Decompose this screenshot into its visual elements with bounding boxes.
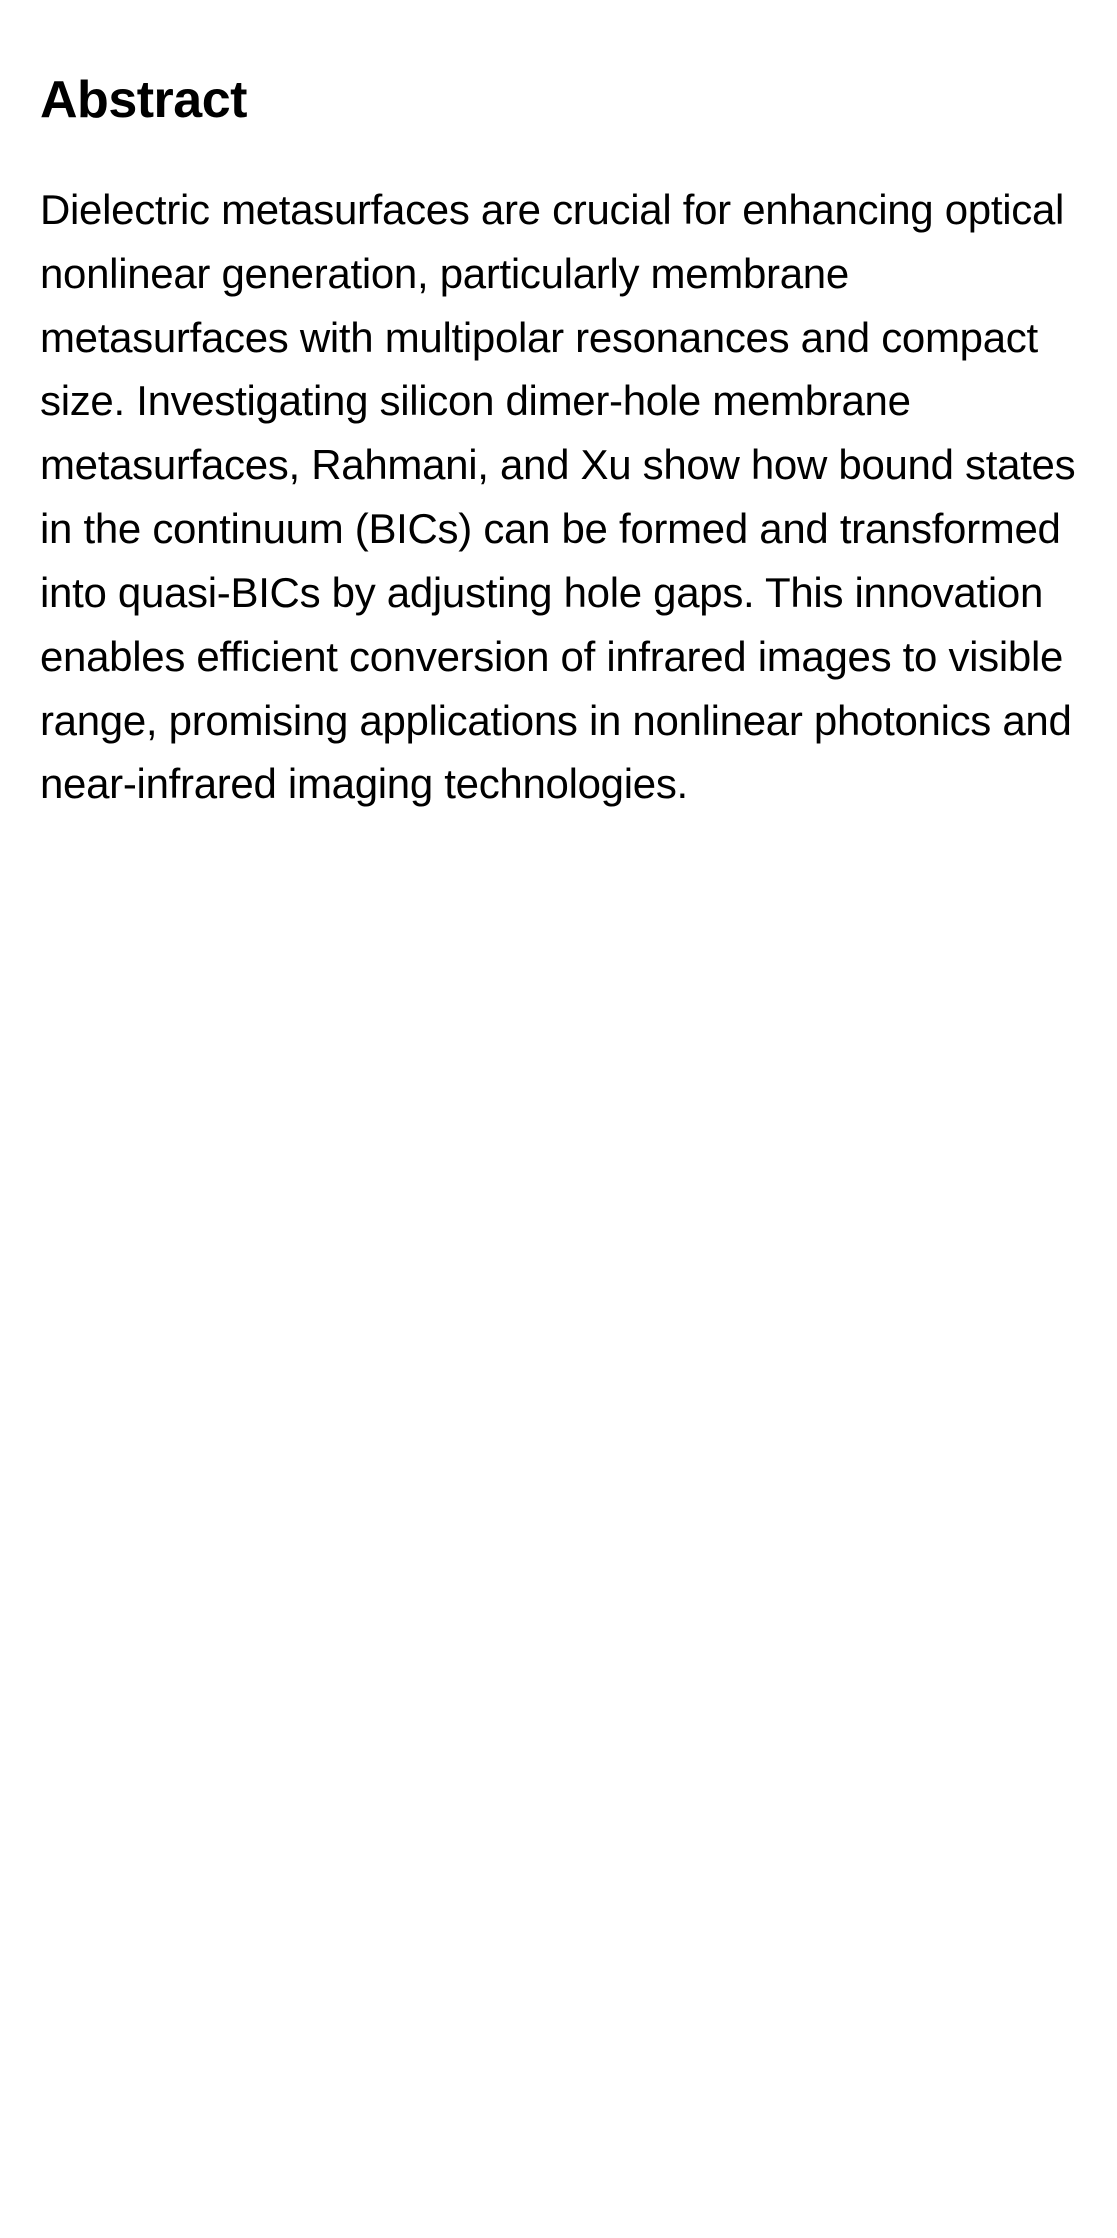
- abstract-body: Dielectric metasurfaces are crucial for …: [40, 178, 1077, 816]
- abstract-heading: Abstract: [40, 70, 1077, 130]
